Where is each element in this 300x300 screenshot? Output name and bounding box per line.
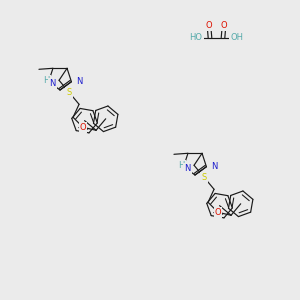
- Text: S: S: [201, 173, 207, 182]
- Text: O: O: [80, 123, 86, 132]
- Text: OH: OH: [230, 34, 244, 43]
- Text: H: H: [178, 161, 185, 170]
- Text: O: O: [215, 208, 221, 217]
- Text: HO: HO: [190, 34, 202, 43]
- Text: N: N: [212, 162, 218, 171]
- Text: N: N: [76, 77, 83, 86]
- Text: N: N: [184, 164, 191, 173]
- Text: O: O: [221, 20, 227, 29]
- Text: O: O: [206, 20, 212, 29]
- Text: N: N: [50, 79, 56, 88]
- Text: S: S: [66, 88, 72, 97]
- Text: H: H: [44, 76, 50, 85]
